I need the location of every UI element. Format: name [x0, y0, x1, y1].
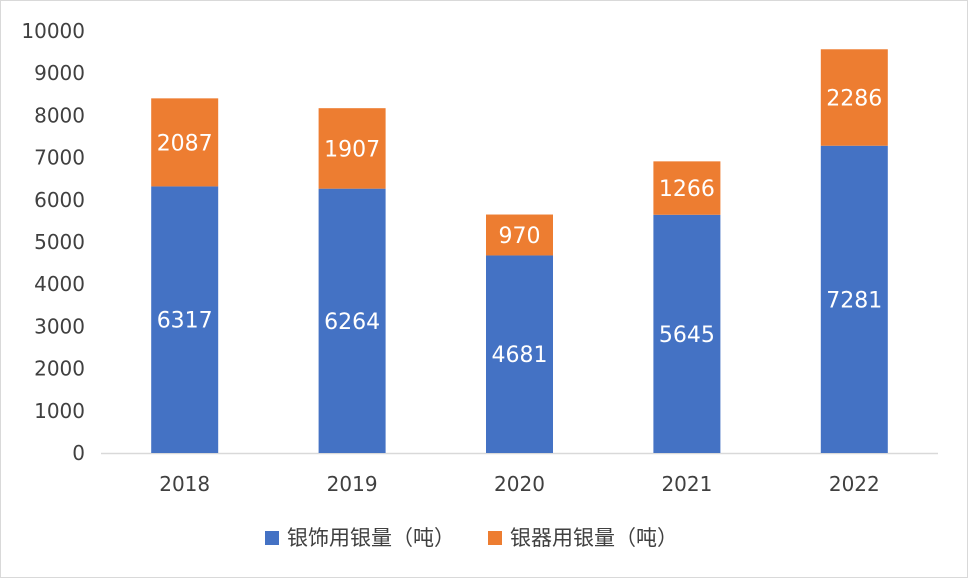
x-tick-label: 2020 [494, 472, 545, 496]
bar-value-label: 5645 [659, 323, 715, 348]
y-axis: 0 1000 2000 3000 4000 5000 6000 7000 8000 9000 100… [21, 19, 85, 465]
bar-segment-jewelry [653, 214, 721, 453]
x-tick-label: 2019 [327, 472, 378, 496]
legend-swatch [265, 531, 279, 545]
x-tick-label: 2022 [829, 472, 880, 496]
bar-value-label: 1907 [324, 137, 380, 162]
bar-segment-silverware [486, 214, 553, 256]
legend-label: 银饰用银量（吨） [287, 526, 455, 550]
bar-segment-silverware [151, 98, 219, 187]
bar-segment-silverware [318, 108, 386, 189]
x-tick-label: 2021 [661, 472, 712, 496]
bar-segment-jewelry [318, 188, 386, 454]
bar-segment-silverware [820, 49, 888, 146]
bar-value-label: 970 [499, 224, 541, 249]
y-tick-label: 2000 [34, 357, 85, 381]
y-tick-label: 5000 [34, 230, 85, 254]
bar-group: 6317 2087 6264 1907 4681 970 5645 1266 7281 2286 [151, 49, 888, 454]
bar-value-label: 2286 [826, 87, 882, 112]
x-tick-label: 2018 [159, 472, 210, 496]
bar-value-label: 6317 [157, 309, 213, 334]
legend-label: 银器用银量（吨） [510, 526, 678, 550]
y-tick-label: 8000 [34, 103, 85, 127]
y-tick-label: 0 [72, 441, 85, 465]
bar-value-label: 6264 [324, 310, 380, 335]
y-tick-label: 10000 [21, 19, 85, 43]
y-tick-label: 6000 [34, 188, 85, 212]
y-tick-label: 1000 [34, 399, 85, 423]
x-axis: 2018 2019 2020 2021 2022 [101, 452, 938, 496]
bar-value-label: 7281 [826, 288, 882, 313]
bar-segment-silverware [653, 161, 721, 215]
y-tick-label: 9000 [34, 61, 85, 85]
legend-swatch [488, 531, 502, 545]
y-tick-label: 7000 [34, 146, 85, 170]
y-tick-label: 4000 [34, 272, 85, 296]
bar-segment-jewelry [486, 255, 553, 453]
bar-segment-jewelry [151, 186, 219, 453]
bar-value-label: 2087 [157, 131, 213, 156]
bar-value-label: 4681 [492, 343, 548, 368]
bar-segment-jewelry [820, 145, 888, 453]
y-tick-label: 3000 [34, 314, 85, 338]
bar-value-label: 1266 [659, 177, 715, 202]
legend: 银饰用银量（吨） 银器用银量（吨） [265, 526, 678, 550]
